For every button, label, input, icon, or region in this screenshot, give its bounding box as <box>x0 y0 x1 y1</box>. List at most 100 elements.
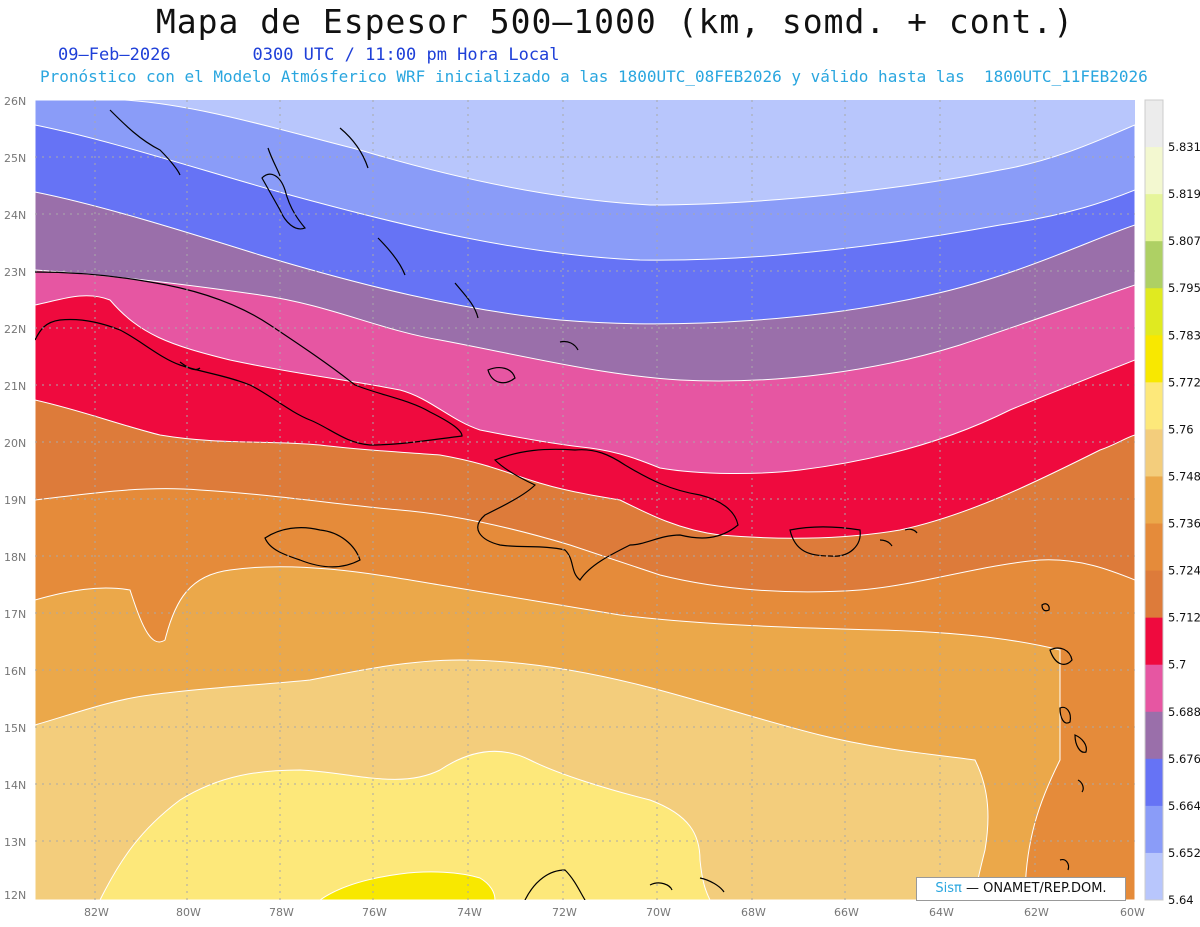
colorbar-swatch <box>1145 100 1163 148</box>
colorbar-label: 5.76 <box>1168 422 1194 436</box>
lat-label: 21N <box>4 380 26 393</box>
colorbar-swatch <box>1145 288 1163 336</box>
lat-label: 15N <box>4 722 26 735</box>
lon-label: 76W <box>362 906 387 919</box>
credit-brand: Sisπ <box>935 881 962 896</box>
colorbar-swatch <box>1145 664 1163 713</box>
colorbar-label: 5.795 <box>1168 281 1200 295</box>
lon-label: 72W <box>552 906 577 919</box>
lat-label: 18N <box>4 551 26 564</box>
lat-label: 12N <box>4 889 26 902</box>
lon-label: 68W <box>741 906 766 919</box>
lat-label: 26N <box>4 95 26 108</box>
colorbar-label: 5.712 <box>1168 611 1200 625</box>
lon-label: 66W <box>834 906 859 919</box>
lat-label: 16N <box>4 665 26 678</box>
colorbar-label: 5.819 <box>1168 187 1200 201</box>
lat-label: 24N <box>4 209 26 222</box>
colorbar-swatch <box>1145 241 1163 289</box>
colorbar-swatch <box>1145 429 1163 477</box>
lon-label: 62W <box>1024 906 1049 919</box>
coast-bahamas-cat <box>377 237 406 276</box>
lat-label: 22N <box>4 323 26 336</box>
coastlines <box>35 109 1087 900</box>
coast-cuba <box>35 271 463 446</box>
coast-bahamas-eleuthera <box>339 127 369 169</box>
colorbar-label: 5.7 <box>1168 658 1186 672</box>
credit-box: Sisπ — ONAMET/REP.DOM. <box>916 877 1126 901</box>
coast-martinique <box>1059 706 1071 724</box>
coast-virgin-islands <box>879 528 918 547</box>
coast-st-lucia <box>1074 734 1087 753</box>
lat-label: 25N <box>4 152 26 165</box>
colorbar-swatch <box>1145 617 1163 666</box>
colorbar-swatch <box>1145 711 1163 760</box>
longitude-labels: 82W 80W 78W 76W 74W 72W 70W 68W 66W 64W … <box>84 906 1145 919</box>
colorbar-label: 5.772 <box>1168 375 1200 389</box>
lon-label: 82W <box>84 906 109 919</box>
forecast-time: 0300 UTC / 11:00 pm Hora Local <box>252 45 560 65</box>
colorbar-label: 5.664 <box>1168 799 1200 813</box>
colorbar-label: 5.748 <box>1168 469 1200 483</box>
colorbar-label: 5.724 <box>1168 564 1200 578</box>
coast-florida-keys <box>109 109 181 176</box>
band-5783 <box>319 871 496 900</box>
coast-aruba-curacao <box>649 877 725 893</box>
lat-label: 20N <box>4 437 26 450</box>
lon-label: 78W <box>269 906 294 919</box>
coast-bahamas-inagua <box>487 367 516 384</box>
latitude-labels: 26N 25N 24N 23N 22N 21N 20N 19N 18N 17N … <box>4 95 26 902</box>
coast-puerto-rico <box>789 526 861 557</box>
lon-label: 70W <box>646 906 671 919</box>
colorbar-label: 5.736 <box>1168 517 1200 531</box>
lat-label: 14N <box>4 779 26 792</box>
lat-label: 19N <box>4 494 26 507</box>
valid-time-line: 09—Feb—2026 0300 UTC / 11:00 pm Hora Loc… <box>58 45 560 65</box>
colorbar-swatch <box>1145 335 1163 383</box>
colorbar-swatch <box>1145 570 1163 619</box>
forecast-description: Pronóstico con el Modelo Atmósferico WRF… <box>40 67 1148 86</box>
colorbar-swatch <box>1145 476 1163 525</box>
colorbar-swatch <box>1145 523 1163 572</box>
colorbar-swatch <box>1145 852 1163 901</box>
colorbar-label: 5.652 <box>1168 846 1200 860</box>
map-plot-area <box>35 100 1135 900</box>
coast-st-vincent <box>1077 779 1084 793</box>
colorbar-label: 5.807 <box>1168 234 1200 248</box>
map-title: Mapa de Espesor 500—1000 (km, somd. + co… <box>155 2 1075 41</box>
lon-label: 80W <box>176 906 201 919</box>
graticule <box>35 100 1135 900</box>
colorbar-label: 5.688 <box>1168 705 1200 719</box>
forecast-date: 09—Feb—2026 <box>58 45 171 65</box>
coast-hispaniola <box>477 448 739 581</box>
lon-label: 64W <box>929 906 954 919</box>
coast-bahamas-andros <box>261 173 306 230</box>
colorbar-swatch <box>1145 758 1163 807</box>
lat-label: 23N <box>4 266 26 279</box>
lat-label: 13N <box>4 836 26 849</box>
coast-grenada <box>1059 859 1070 871</box>
colorbar-label: 5.831 <box>1168 140 1200 154</box>
colorbar-label: 5.783 <box>1168 328 1200 342</box>
lon-label: 74W <box>457 906 482 919</box>
coast-isle-of-youth <box>179 361 201 371</box>
colorbar-swatch <box>1145 147 1163 195</box>
colorbar-label: 5.64 <box>1168 893 1194 907</box>
coast-bahamas-long <box>454 282 479 319</box>
colorbar-swatch <box>1145 805 1163 854</box>
colorbar-swatch <box>1145 194 1163 242</box>
band-5772 <box>99 750 711 900</box>
coast-antigua <box>1041 603 1050 612</box>
coast-venezuela <box>524 869 586 900</box>
colorbar: 5.831 5.819 5.807 5.795 5.783 5.772 5.76 5.748 5… <box>1145 100 1200 907</box>
colorbar-frame <box>1144 99 1164 901</box>
lat-label: 17N <box>4 608 26 621</box>
coast-bahamas-abaco <box>267 147 281 177</box>
colorbar-label: 5.676 <box>1168 752 1200 766</box>
coast-turks-caicos <box>559 340 579 351</box>
lon-label: 60W <box>1120 906 1145 919</box>
colorbar-swatch <box>1145 382 1163 430</box>
credit-text: — ONAMET/REP.DOM. <box>966 881 1107 896</box>
coast-guadeloupe <box>1049 647 1073 665</box>
